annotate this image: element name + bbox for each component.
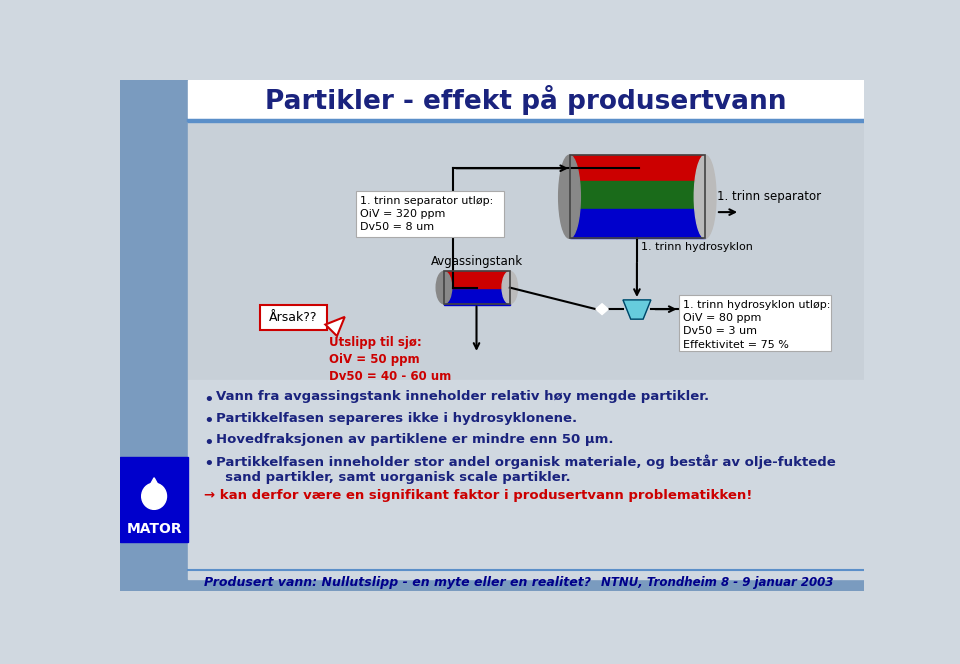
Text: •: • — [204, 434, 214, 452]
Text: 1. trinn separator: 1. trinn separator — [717, 190, 821, 203]
Text: 1. trinn separator utløp:
OiV = 320 ppm
Dv50 = 8 um: 1. trinn separator utløp: OiV = 320 ppm … — [360, 196, 493, 232]
Bar — [569, 155, 706, 238]
Bar — [120, 457, 188, 542]
Text: → kan derfor være en signifikant faktor i produsertvann problematikken!: → kan derfor være en signifikant faktor … — [204, 489, 752, 501]
Text: 1. trinn hydrosyklon utløp:
OiV = 80 ppm
Dv50 = 3 um
Effektivitet = 75 %: 1. trinn hydrosyklon utløp: OiV = 80 ppm… — [684, 300, 830, 349]
Bar — [120, 578, 864, 591]
FancyBboxPatch shape — [679, 295, 831, 351]
Bar — [188, 122, 864, 380]
Text: Partikler - effekt på produsertvann: Partikler - effekt på produsertvann — [265, 86, 787, 116]
Bar — [120, 80, 188, 591]
Bar — [444, 272, 510, 288]
Text: •: • — [204, 412, 214, 430]
Bar — [188, 80, 864, 120]
Text: Produsert vann: Nullutslipp - en myte eller en realitet?: Produsert vann: Nullutslipp - en myte el… — [204, 576, 590, 588]
Text: MATOR: MATOR — [127, 522, 181, 536]
Bar — [444, 288, 510, 305]
Text: Avgassingstank: Avgassingstank — [430, 254, 522, 268]
Text: Partikkelfasen inneholder stor andel organisk materiale, og består av olje-fukte: Partikkelfasen inneholder stor andel org… — [216, 455, 836, 484]
Text: •: • — [204, 456, 214, 473]
Text: Partikkelfasen separeres ikke i hydrosyklonene.: Partikkelfasen separeres ikke i hydrosyk… — [216, 412, 577, 424]
Polygon shape — [596, 303, 609, 315]
Text: •: • — [204, 390, 214, 409]
Text: Utslipp til sjø:
OiV = 50 ppm
Dv50 = 40 - 60 um: Utslipp til sjø: OiV = 50 ppm Dv50 = 40 … — [329, 336, 451, 383]
Ellipse shape — [142, 483, 166, 509]
Bar — [569, 155, 706, 181]
Ellipse shape — [694, 155, 716, 238]
Text: Årsak??: Årsak?? — [270, 311, 318, 324]
Bar — [569, 181, 706, 209]
FancyBboxPatch shape — [355, 191, 504, 237]
Ellipse shape — [502, 272, 517, 303]
Polygon shape — [325, 317, 345, 336]
FancyBboxPatch shape — [260, 305, 327, 330]
Text: Hovedfraksjonen av partiklene er mindre enn 50 μm.: Hovedfraksjonen av partiklene er mindre … — [216, 433, 613, 446]
Bar — [444, 272, 510, 303]
Ellipse shape — [436, 272, 452, 303]
Text: NTNU, Trondheim 8 - 9 januar 2003: NTNU, Trondheim 8 - 9 januar 2003 — [601, 576, 833, 588]
Polygon shape — [623, 300, 651, 319]
Bar — [569, 209, 706, 238]
Polygon shape — [146, 478, 162, 493]
Bar — [188, 380, 864, 578]
Ellipse shape — [559, 155, 581, 238]
Text: Vann fra avgassingstank inneholder relativ høy mengde partikler.: Vann fra avgassingstank inneholder relat… — [216, 390, 709, 403]
Text: 1. trinn hydrosyklon: 1. trinn hydrosyklon — [641, 242, 753, 252]
